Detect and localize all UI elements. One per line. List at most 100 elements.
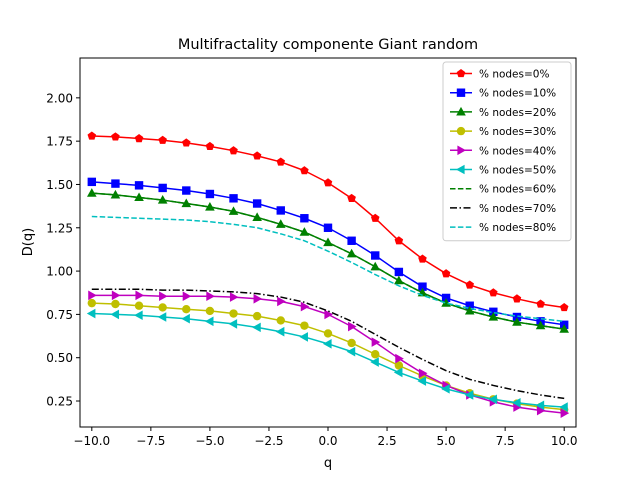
data-point bbox=[206, 291, 215, 302]
data-point bbox=[87, 131, 97, 140]
legend-label: % nodes=20% bbox=[479, 107, 556, 119]
data-point bbox=[394, 236, 404, 245]
data-point bbox=[535, 400, 545, 411]
legend-marker bbox=[456, 106, 466, 116]
data-point bbox=[441, 269, 451, 278]
data-point bbox=[324, 309, 333, 320]
legend-entry: % nodes=20% bbox=[450, 106, 556, 119]
y-axis-label: D(q) bbox=[21, 228, 36, 256]
data-point bbox=[323, 339, 332, 349]
data-point bbox=[181, 313, 190, 324]
data-point bbox=[205, 141, 215, 150]
y-tick-label: 1.00 bbox=[46, 265, 73, 279]
data-point bbox=[111, 299, 120, 309]
series-line bbox=[91, 192, 565, 330]
y-tick-label: 1.50 bbox=[46, 178, 73, 192]
data-point bbox=[299, 332, 308, 342]
data-point bbox=[253, 294, 263, 304]
data-point bbox=[489, 307, 498, 316]
legend-marker bbox=[457, 145, 466, 156]
data-point bbox=[395, 353, 404, 364]
data-point bbox=[276, 157, 286, 166]
legend-entry: % nodes=30% bbox=[450, 126, 556, 138]
data-point bbox=[371, 337, 381, 347]
data-point bbox=[347, 236, 356, 245]
y-tick-label: 0.75 bbox=[46, 308, 73, 322]
data-point bbox=[157, 312, 167, 322]
legend-entry: % nodes=10% bbox=[450, 88, 556, 100]
legend-entry: % nodes=60% bbox=[450, 184, 556, 196]
y-tick-label: 0.50 bbox=[46, 351, 73, 365]
legend-entry: % nodes=0% bbox=[450, 69, 549, 81]
data-point bbox=[134, 310, 143, 321]
y-tick-label: 1.75 bbox=[46, 135, 73, 149]
data-point bbox=[465, 301, 474, 310]
data-point bbox=[158, 135, 167, 144]
data-point bbox=[535, 320, 546, 330]
x-tick-label: −7.5 bbox=[136, 434, 165, 448]
x-tick-label: 2.5 bbox=[378, 434, 397, 448]
data-point bbox=[159, 291, 168, 302]
data-point bbox=[252, 151, 262, 160]
y-tick-label: 0.25 bbox=[46, 395, 73, 409]
x-tick-label: −10.0 bbox=[73, 434, 110, 448]
data-point bbox=[111, 179, 120, 188]
legend-box bbox=[442, 61, 572, 242]
y-tick-label: 2.00 bbox=[46, 91, 73, 105]
data-point bbox=[559, 402, 568, 412]
data-point bbox=[371, 350, 380, 359]
data-point bbox=[111, 290, 121, 301]
data-point bbox=[110, 189, 121, 199]
data-point bbox=[204, 316, 214, 327]
data-point bbox=[135, 290, 145, 301]
data-point bbox=[418, 282, 427, 291]
data-point bbox=[464, 390, 474, 400]
data-point bbox=[229, 194, 238, 203]
data-point bbox=[323, 178, 333, 187]
legend-entry: % nodes=40% bbox=[450, 145, 556, 157]
legend-entry: % nodes=50% bbox=[450, 165, 556, 177]
data-point bbox=[134, 301, 144, 310]
data-point bbox=[134, 181, 144, 190]
data-point bbox=[559, 324, 569, 333]
x-tick-label: 7.5 bbox=[496, 434, 515, 448]
legend-marker bbox=[456, 88, 466, 97]
data-point bbox=[347, 193, 356, 202]
legend-label: % nodes=50% bbox=[479, 165, 556, 177]
data-point bbox=[347, 338, 356, 348]
data-point bbox=[394, 361, 404, 370]
series-9 bbox=[91, 215, 565, 323]
data-point bbox=[275, 326, 285, 337]
data-point bbox=[465, 280, 474, 289]
data-point bbox=[346, 346, 356, 357]
legend-marker bbox=[456, 126, 466, 136]
x-tick-label: 10.0 bbox=[551, 434, 578, 448]
data-point bbox=[86, 308, 96, 319]
data-point bbox=[488, 394, 497, 405]
data-point bbox=[536, 299, 545, 308]
series-line bbox=[91, 215, 565, 323]
data-point bbox=[229, 292, 239, 302]
legend-label: % nodes=30% bbox=[479, 126, 556, 138]
y-axis-ticks: 0.25 0.50 0.75 1.00 1.25 1.50 1.75 2.00 bbox=[46, 91, 80, 409]
data-point bbox=[111, 132, 120, 141]
data-point bbox=[276, 206, 285, 215]
data-point bbox=[348, 321, 357, 332]
x-tick-label: −5.0 bbox=[195, 434, 224, 448]
data-point bbox=[300, 301, 310, 312]
data-point bbox=[110, 309, 120, 320]
series-layer bbox=[86, 131, 570, 418]
data-point bbox=[88, 290, 97, 301]
data-point bbox=[182, 291, 192, 302]
data-point bbox=[488, 311, 499, 321]
data-point bbox=[276, 316, 285, 325]
data-point bbox=[512, 312, 522, 322]
legend-label: % nodes=10% bbox=[479, 88, 556, 100]
data-point bbox=[323, 329, 333, 338]
data-point bbox=[417, 376, 427, 386]
series-6 bbox=[86, 308, 568, 412]
data-point bbox=[182, 304, 191, 314]
data-point bbox=[158, 303, 167, 312]
data-point bbox=[489, 288, 498, 297]
data-point bbox=[205, 189, 215, 199]
